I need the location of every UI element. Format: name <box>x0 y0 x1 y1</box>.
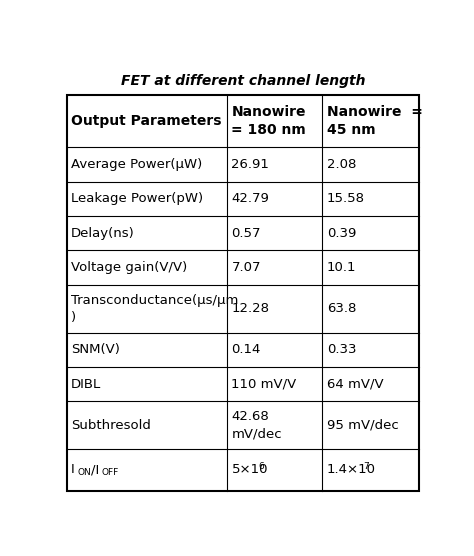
Text: Transconductance(μs/μm
): Transconductance(μs/μm ) <box>71 294 238 324</box>
Text: 42.79: 42.79 <box>231 192 269 205</box>
Text: 10.1: 10.1 <box>327 261 356 274</box>
Text: 42.68
mV/dec: 42.68 mV/dec <box>231 410 282 440</box>
Text: 7: 7 <box>364 462 369 471</box>
Text: DIBL: DIBL <box>71 378 101 391</box>
Text: 7.07: 7.07 <box>231 261 261 274</box>
Text: 110 mV/V: 110 mV/V <box>231 378 297 391</box>
Text: 0.14: 0.14 <box>231 343 261 356</box>
Text: 2.08: 2.08 <box>327 158 356 171</box>
Text: 12.28: 12.28 <box>231 302 269 315</box>
Text: Nanowire  =
45 nm: Nanowire = 45 nm <box>327 105 422 137</box>
Text: Delay(ns): Delay(ns) <box>71 226 135 240</box>
Text: 64 mV/V: 64 mV/V <box>327 378 383 391</box>
Text: SNM(V): SNM(V) <box>71 343 120 356</box>
Text: OFF: OFF <box>101 468 119 477</box>
Text: Average Power(μW): Average Power(μW) <box>71 158 202 171</box>
Text: 0.57: 0.57 <box>231 226 261 240</box>
Text: 0.39: 0.39 <box>327 226 356 240</box>
Text: Subthresold: Subthresold <box>71 419 151 432</box>
Text: 63.8: 63.8 <box>327 302 356 315</box>
Text: Voltage gain(V/V): Voltage gain(V/V) <box>71 261 187 274</box>
Text: 6: 6 <box>258 462 264 471</box>
Text: Leakage Power(pW): Leakage Power(pW) <box>71 192 203 205</box>
Text: 1.4×10: 1.4×10 <box>327 464 376 476</box>
Text: 15.58: 15.58 <box>327 192 365 205</box>
Text: Output Parameters: Output Parameters <box>71 114 221 128</box>
Text: 95 mV/dec: 95 mV/dec <box>327 419 399 432</box>
Text: /I: /I <box>91 464 100 476</box>
Text: FET at different channel length: FET at different channel length <box>121 74 365 88</box>
Text: 26.91: 26.91 <box>231 158 269 171</box>
Text: 0.33: 0.33 <box>327 343 356 356</box>
Text: ON: ON <box>78 468 91 477</box>
Text: 5×10: 5×10 <box>231 464 268 476</box>
Text: I: I <box>71 464 75 476</box>
Text: Nanowire
= 180 nm: Nanowire = 180 nm <box>231 105 306 137</box>
